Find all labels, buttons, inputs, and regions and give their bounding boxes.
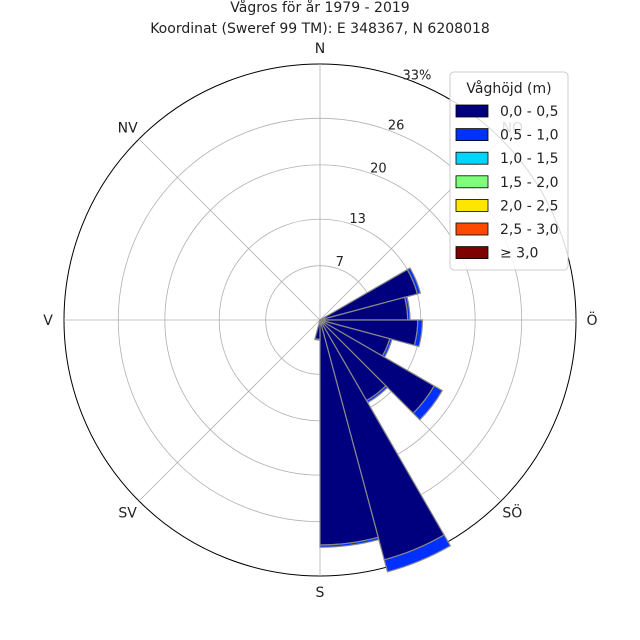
- direction-label: S: [316, 585, 325, 601]
- direction-label: Ö: [586, 311, 597, 329]
- chart-title: Vågros för år 1979 - 2019: [230, 0, 409, 16]
- grid-spoke: [138, 138, 321, 321]
- legend: Våghöjd (m) 0,0 - 0,5 0,5 - 1,0 1,0 - 1,5 1,…: [449, 71, 569, 271]
- legend-swatch: [455, 104, 489, 118]
- direction-label: SÖ: [502, 503, 522, 521]
- legend-entry-label: 2,5 - 3,0: [500, 222, 558, 238]
- legend-entry-label: 1,5 - 2,0: [500, 175, 558, 191]
- radial-tick-label: 20: [370, 162, 387, 177]
- legend-entry-label: 2,0 - 2,5: [500, 198, 558, 214]
- sector-bar: [314, 337, 321, 341]
- radial-tick-label: 7: [336, 255, 344, 270]
- sector-bar: [413, 319, 424, 348]
- legend-swatch: [455, 128, 489, 142]
- sector-bar: [383, 534, 452, 573]
- legend-box: [449, 71, 569, 271]
- direction-label: SV: [118, 505, 137, 521]
- legend-swatch: [455, 175, 489, 189]
- radial-tick-label: 33%: [403, 68, 432, 83]
- chart-subtitle: Koordinat (Sweref 99 TM): E 348367, N 62…: [150, 21, 490, 37]
- legend-title: Våghöjd (m): [466, 80, 551, 97]
- legend-swatch: [455, 246, 489, 260]
- legend-entry-label: 0,0 - 0,5: [500, 104, 558, 120]
- sector-bars: [314, 267, 452, 573]
- radial-tick-label: 26: [388, 119, 405, 134]
- legend-entry-label: 1,0 - 1,5: [500, 151, 558, 167]
- radial-tick-label: 13: [349, 212, 366, 227]
- legend-swatch: [455, 222, 489, 236]
- sector-bar: [319, 536, 380, 548]
- direction-label: V: [43, 313, 53, 329]
- legend-entry-label: 0,5 - 1,0: [500, 128, 558, 144]
- legend-swatch: [455, 151, 489, 165]
- sector-bar: [412, 385, 444, 421]
- legend-swatch: [455, 198, 489, 212]
- direction-label: NV: [118, 121, 138, 137]
- direction-label: N: [315, 41, 325, 57]
- sector-bar: [406, 267, 422, 295]
- grid-spoke: [138, 319, 321, 502]
- legend-entry-label: ≥ 3,0: [500, 246, 538, 262]
